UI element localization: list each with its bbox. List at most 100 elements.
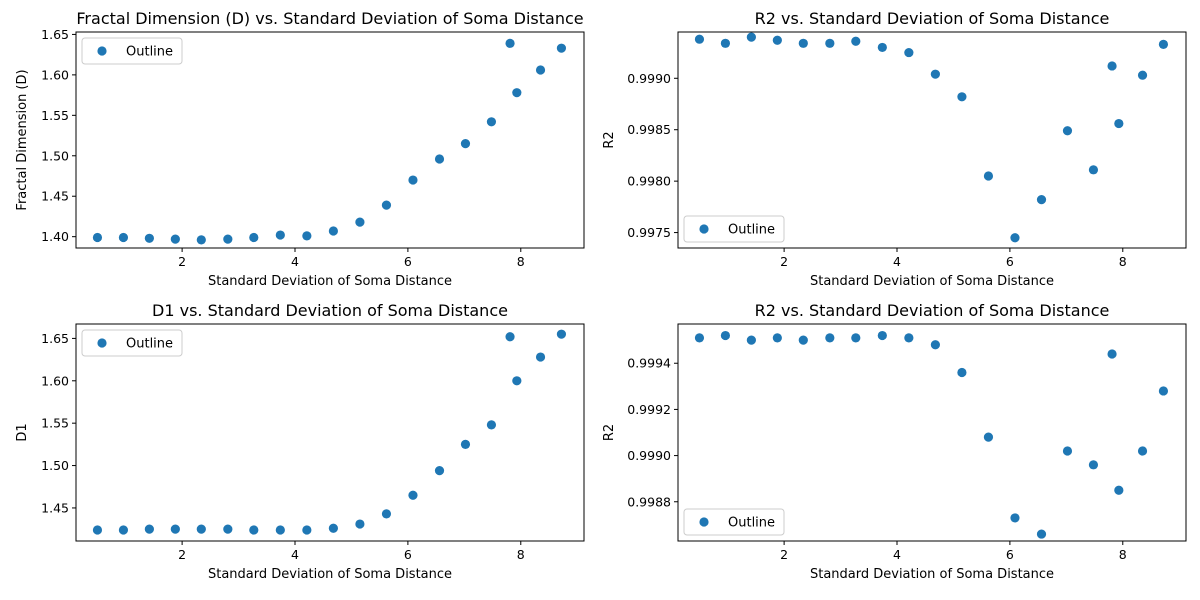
data-point — [1158, 39, 1169, 49]
y-axis-label: Fractal Dimension (D) — [15, 69, 30, 210]
data-point — [746, 32, 756, 42]
data-point — [144, 233, 154, 243]
data-point — [275, 230, 285, 240]
chart-title: D1 vs. Standard Deviation of Soma Distan… — [152, 301, 508, 320]
data-point — [249, 232, 259, 243]
data-point — [196, 235, 206, 245]
data-point — [1137, 70, 1148, 80]
data-point — [930, 69, 940, 79]
y-tick-label: 0.9988 — [627, 494, 671, 509]
legend-label: Outline — [126, 337, 173, 352]
data-point — [877, 330, 887, 341]
data-point — [535, 352, 546, 362]
data-point — [302, 525, 312, 535]
y-tick-label: 1.50 — [41, 458, 69, 473]
data-point — [486, 420, 497, 430]
data-point — [772, 35, 782, 45]
data-point — [772, 333, 782, 343]
chart-title: R2 vs. Standard Deviation of Soma Distan… — [755, 9, 1110, 28]
data-point — [355, 217, 365, 227]
data-point — [92, 232, 103, 243]
axes-frame — [677, 31, 1187, 249]
data-point — [1088, 165, 1099, 175]
y-tick-label: 0.9994 — [627, 356, 671, 371]
legend-marker — [97, 46, 107, 56]
data-point — [904, 47, 914, 58]
data-point — [381, 200, 392, 210]
data-point — [1062, 126, 1073, 136]
data-point — [983, 171, 994, 181]
subplot-3: D1 vs. Standard Deviation of Soma Distan… — [15, 301, 585, 582]
data-point — [798, 38, 808, 48]
y-tick-label: 1.60 — [41, 373, 69, 388]
legend-box — [81, 37, 183, 65]
x-tick-label: 2 — [780, 547, 788, 562]
data-point — [434, 466, 445, 476]
legend: Outline — [683, 215, 785, 243]
legend-box — [81, 329, 183, 357]
legend-label: Outline — [728, 223, 775, 238]
chart-title: Fractal Dimension (D) vs. Standard Devia… — [76, 9, 583, 28]
data-point — [1036, 529, 1047, 539]
x-tick-label: 8 — [1119, 254, 1127, 269]
axes-frame — [677, 323, 1187, 542]
data-point — [355, 519, 365, 529]
x-axis-label: Standard Deviation of Soma Distance — [208, 274, 452, 289]
y-tick-label: 0.9990 — [627, 71, 671, 86]
legend: Outline — [81, 37, 183, 65]
y-tick-label: 0.9992 — [627, 402, 671, 417]
x-tick-label: 8 — [1119, 547, 1127, 562]
y-tick-label: 1.55 — [41, 416, 69, 431]
data-point — [825, 38, 835, 48]
legend-box — [683, 215, 785, 243]
data-point — [1137, 446, 1148, 456]
legend-marker — [699, 224, 709, 234]
data-point — [275, 525, 285, 535]
y-tick-label: 1.40 — [41, 229, 69, 244]
y-tick-label: 1.60 — [41, 67, 69, 82]
data-point — [957, 367, 967, 378]
data-point — [694, 34, 705, 44]
legend-marker — [97, 338, 107, 348]
data-point — [904, 333, 914, 343]
legend: Outline — [81, 329, 183, 357]
legend-label: Outline — [126, 45, 173, 60]
x-tick-label: 4 — [291, 547, 299, 562]
data-point — [1010, 513, 1020, 523]
data-point — [720, 330, 731, 341]
x-tick-label: 8 — [517, 547, 525, 562]
data-point — [170, 524, 180, 534]
y-axis-label: R2 — [602, 424, 617, 441]
data-point — [118, 232, 129, 243]
x-tick-label: 2 — [780, 254, 788, 269]
x-tick-label: 6 — [404, 547, 412, 562]
data-point — [328, 523, 338, 533]
data-point — [1010, 233, 1020, 243]
data-point — [512, 376, 522, 386]
y-axis-label: D1 — [15, 423, 30, 441]
data-point — [746, 335, 756, 345]
chart-title: R2 vs. Standard Deviation of Soma Distan… — [755, 301, 1110, 320]
data-point — [983, 432, 994, 442]
y-tick-label: 0.9975 — [627, 225, 671, 240]
data-point — [460, 439, 471, 449]
data-point — [512, 88, 522, 98]
data-point — [535, 65, 546, 75]
y-tick-label: 1.45 — [41, 189, 69, 204]
axes-frame — [75, 323, 585, 542]
data-point — [957, 92, 967, 102]
data-point — [556, 329, 567, 339]
y-tick-label: 1.65 — [41, 331, 69, 346]
data-point — [1158, 386, 1169, 396]
x-tick-label: 2 — [178, 547, 186, 562]
data-point — [877, 42, 887, 53]
x-tick-label: 4 — [893, 547, 901, 562]
x-axis-label: Standard Deviation of Soma Distance — [810, 274, 1054, 289]
y-tick-label: 0.9985 — [627, 122, 671, 137]
y-tick-label: 1.65 — [41, 27, 69, 42]
data-point — [381, 509, 392, 519]
data-point — [798, 335, 808, 345]
x-tick-label: 4 — [291, 254, 299, 269]
x-tick-label: 6 — [404, 254, 412, 269]
